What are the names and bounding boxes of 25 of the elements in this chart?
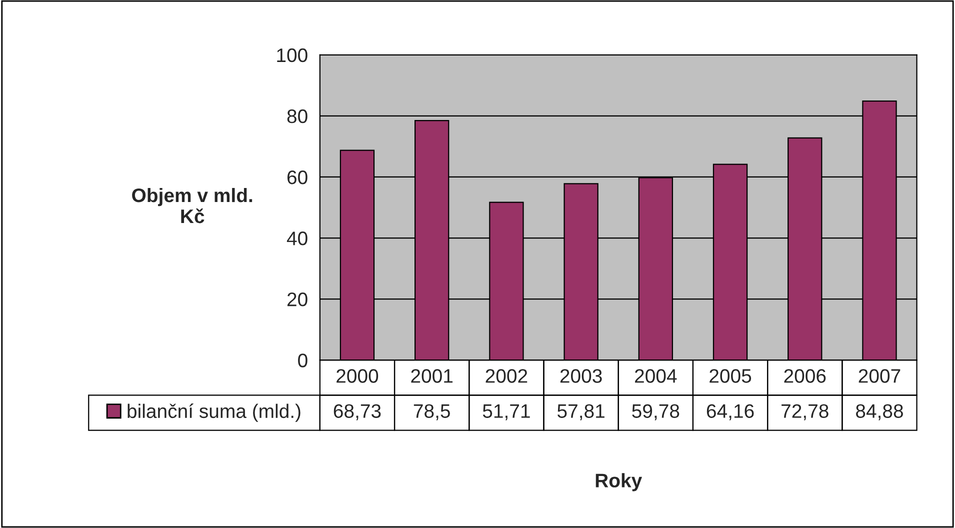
y-tick-label: 60: [287, 170, 308, 184]
x-tick-label: 2005: [710, 369, 752, 383]
data-label: 84,88: [856, 404, 903, 420]
data-label: 57,81: [558, 404, 604, 420]
y-axis-title: Objem v mld. Kč: [132, 188, 252, 224]
y-tick-label: 100: [277, 48, 308, 62]
legend-label: bilanční suma (mld.): [128, 404, 300, 422]
data-label: 78,5: [414, 404, 450, 420]
data-label: 68,73: [334, 404, 381, 420]
x-tick-label: 2000: [336, 369, 378, 383]
y-tick-label: 0: [298, 354, 308, 368]
y-tick-label: 20: [287, 292, 308, 306]
y-tick-label: 80: [287, 109, 308, 124]
x-tick-label: 2006: [784, 369, 826, 383]
data-label: 72,78: [782, 404, 828, 420]
x-tick-label: 2001: [411, 369, 453, 383]
x-tick-label: 2007: [858, 369, 900, 383]
x-tick-label: 2003: [560, 369, 602, 383]
data-label: 64,16: [706, 404, 754, 420]
y-tick-label: 40: [286, 231, 308, 246]
x-tick-label: 2002: [486, 369, 528, 383]
x-axis-title: Roky: [596, 473, 642, 492]
data-label: 59,78: [632, 404, 680, 420]
data-label: 51,71: [482, 404, 530, 420]
x-tick-label: 2004: [635, 369, 677, 383]
